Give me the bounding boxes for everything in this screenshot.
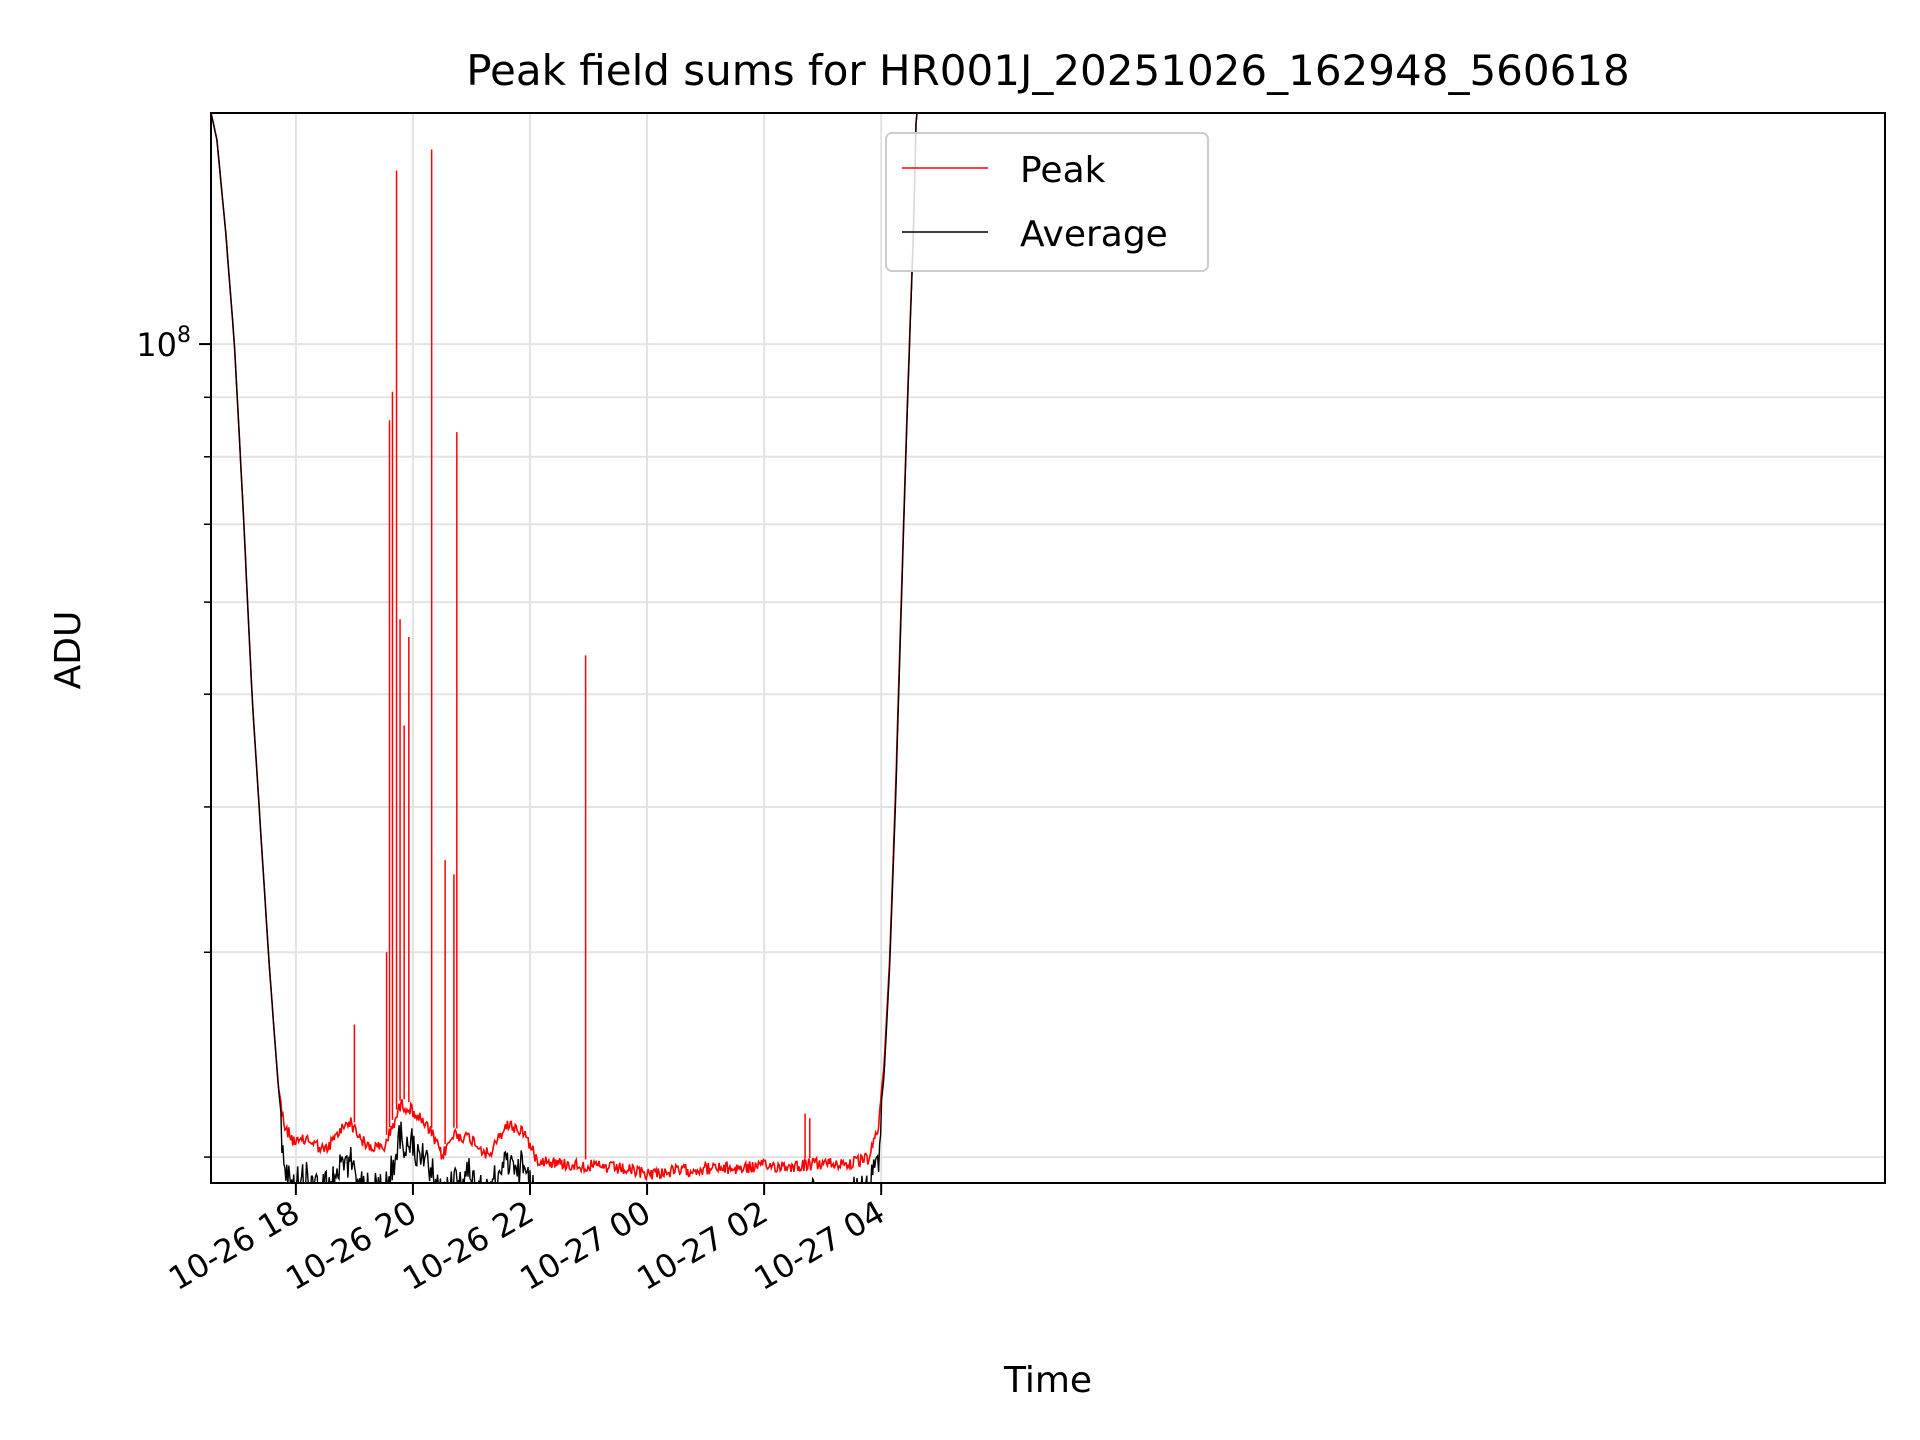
series-layer [211, 113, 1885, 1183]
x-axis-label: Time [1003, 1360, 1092, 1401]
legend: Peak Average [885, 132, 1209, 272]
y-axis-label: ADU [48, 611, 89, 690]
chart-title: Peak field sums for HR001J_20251026_1629… [466, 46, 1630, 95]
grid-lines [211, 113, 1885, 1183]
legend-peak-label: Peak [1020, 150, 1106, 191]
y-tick-label: 108 [136, 323, 191, 364]
legend-average-label: Average [1020, 214, 1168, 255]
axes-frame [210, 112, 1886, 1184]
series-peak-line [211, 113, 1885, 1182]
